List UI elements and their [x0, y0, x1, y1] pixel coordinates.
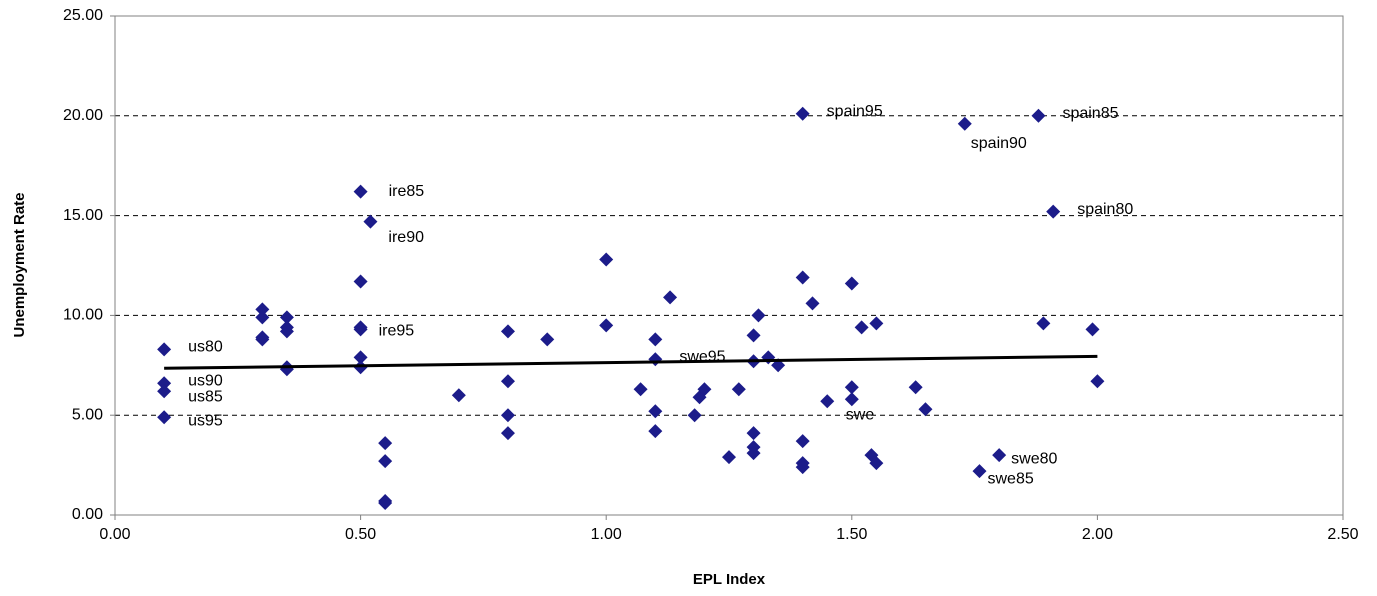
point — [157, 342, 172, 357]
point — [1085, 322, 1100, 337]
point — [633, 382, 648, 397]
point — [844, 380, 859, 395]
point — [992, 448, 1007, 463]
point — [540, 332, 555, 347]
point-label: ire95 — [379, 323, 415, 340]
point — [451, 388, 466, 403]
x-tick-label: 1.00 — [591, 526, 622, 543]
point — [279, 324, 294, 339]
y-tick-label: 5.00 — [72, 406, 103, 423]
point — [746, 446, 761, 461]
point — [279, 310, 294, 325]
point — [599, 252, 614, 267]
point — [648, 404, 663, 419]
point — [805, 296, 820, 311]
point — [500, 374, 515, 389]
point — [1090, 374, 1105, 389]
point — [353, 322, 368, 337]
point — [908, 380, 923, 395]
point — [1046, 204, 1061, 219]
point-label: us80 — [188, 339, 223, 356]
y-tick-label: 15.00 — [63, 207, 103, 224]
point — [363, 214, 378, 229]
point — [795, 460, 810, 475]
point — [157, 410, 172, 425]
point — [648, 332, 663, 347]
point — [500, 324, 515, 339]
y-axis-title: Unemployment Rate — [11, 192, 28, 337]
point — [687, 408, 702, 423]
point — [255, 302, 270, 317]
point-label: spain95 — [827, 103, 883, 120]
point — [157, 376, 172, 391]
point — [378, 496, 393, 511]
point — [255, 332, 270, 347]
point — [378, 454, 393, 469]
point — [500, 408, 515, 423]
point — [500, 426, 515, 441]
point-label: swe85 — [988, 470, 1034, 487]
x-axis-title: EPL Index — [693, 571, 766, 588]
x-tick-label: 0.50 — [345, 526, 376, 543]
point — [1036, 316, 1051, 331]
y-tick-label: 0.00 — [72, 506, 103, 523]
y-tick-label: 25.00 — [63, 7, 103, 24]
point-label: ire90 — [388, 229, 424, 246]
point-label: us85 — [188, 388, 223, 405]
x-tick-label: 1.50 — [836, 526, 867, 543]
point-label: swe — [846, 406, 875, 423]
point — [869, 316, 884, 331]
y-tick-label: 20.00 — [63, 107, 103, 124]
point — [918, 402, 933, 417]
point — [854, 320, 869, 335]
point — [697, 382, 712, 397]
point-label: spain80 — [1077, 201, 1133, 218]
point — [795, 106, 810, 121]
point — [353, 274, 368, 289]
point — [279, 362, 294, 377]
point — [751, 308, 766, 323]
point — [746, 426, 761, 441]
point — [353, 184, 368, 199]
point — [255, 310, 270, 325]
x-tick-label: 2.00 — [1082, 526, 1113, 543]
point-label: swe80 — [1011, 450, 1057, 467]
point — [648, 352, 663, 367]
point — [648, 424, 663, 439]
point — [731, 382, 746, 397]
point — [972, 464, 987, 479]
point — [795, 434, 810, 449]
point — [378, 436, 393, 451]
point — [820, 394, 835, 409]
point-label: us95 — [188, 412, 223, 429]
point — [795, 270, 810, 285]
point-label: spain85 — [1062, 105, 1118, 122]
point — [746, 328, 761, 343]
point — [599, 318, 614, 333]
x-tick-label: 0.00 — [99, 526, 130, 543]
plot-frame — [114, 15, 1344, 516]
point — [157, 384, 172, 399]
point — [663, 290, 678, 305]
point — [957, 116, 972, 131]
x-tick-label: 2.50 — [1327, 526, 1358, 543]
point — [1031, 108, 1046, 123]
point-label: ire85 — [389, 183, 425, 200]
point — [869, 456, 884, 471]
point — [722, 450, 736, 465]
point-label: us90 — [188, 372, 223, 389]
trendline — [164, 354, 1098, 370]
y-tick-label: 10.00 — [63, 307, 103, 324]
point — [353, 360, 368, 375]
point — [844, 392, 859, 407]
point — [353, 350, 368, 365]
point — [844, 276, 859, 291]
point-label: spain90 — [971, 135, 1027, 152]
point — [761, 350, 776, 365]
